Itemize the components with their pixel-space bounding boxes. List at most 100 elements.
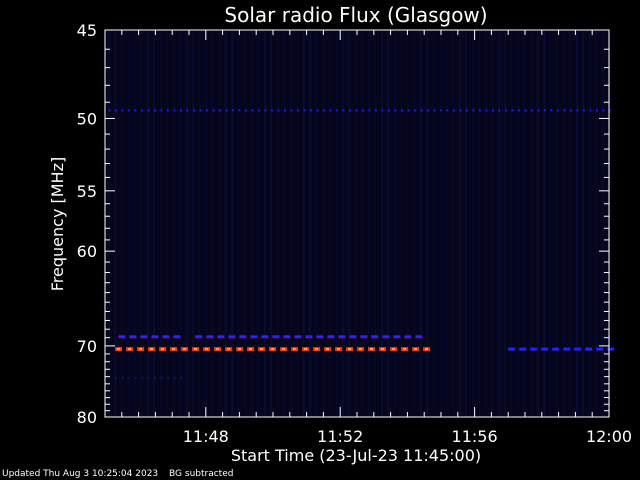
band-segment	[225, 109, 228, 112]
x-tick-label: 11:52	[317, 427, 363, 446]
band-segment	[608, 109, 611, 112]
band-segment	[404, 335, 412, 339]
band-segment	[195, 335, 203, 339]
background-streak	[355, 32, 357, 415]
background-streak	[563, 32, 565, 415]
band-segment	[251, 109, 254, 112]
band-core	[271, 348, 275, 351]
band-segment	[160, 377, 163, 380]
band-segment	[173, 335, 181, 339]
background-streak	[530, 32, 532, 415]
band-segment	[439, 109, 442, 112]
band-segment	[452, 109, 455, 112]
band-segment	[563, 347, 571, 351]
band-segment	[303, 109, 306, 112]
band-segment	[602, 109, 605, 112]
band-core	[304, 348, 308, 351]
band-segment	[596, 347, 604, 351]
band-segment	[192, 109, 195, 112]
band-core	[348, 348, 352, 351]
band-core	[315, 348, 319, 351]
band-segment	[504, 109, 507, 112]
background-streak	[290, 32, 292, 415]
bg-subtracted-note: BG subtracted	[169, 469, 234, 479]
background-streak	[537, 32, 539, 415]
background-streak	[127, 32, 129, 415]
band-segment	[205, 109, 208, 112]
band-segment	[478, 109, 481, 112]
band-segment	[556, 109, 559, 112]
band-segment	[574, 347, 582, 351]
background-streak	[446, 32, 448, 415]
band-segment	[173, 377, 176, 380]
background-streak	[296, 32, 298, 415]
band-segment	[128, 377, 131, 380]
band-segment	[257, 109, 260, 112]
band-segment	[238, 109, 241, 112]
band-segment	[446, 109, 449, 112]
band-segment	[199, 109, 202, 112]
band-segment	[582, 109, 585, 112]
band-segment	[147, 377, 150, 380]
band-core	[139, 348, 143, 351]
background-streak	[511, 32, 513, 415]
band-segment	[228, 335, 236, 339]
y-tick-label: 50	[77, 109, 97, 128]
background-streak	[218, 32, 220, 415]
band-segment	[563, 109, 566, 112]
background-streak	[121, 32, 123, 415]
band-segment	[121, 377, 124, 380]
band-segment	[154, 377, 157, 380]
background-streak	[329, 32, 331, 415]
band-segment	[407, 109, 410, 112]
band-segment	[585, 347, 593, 351]
band-segment	[426, 109, 429, 112]
band-segment	[134, 377, 137, 380]
band-segment	[472, 109, 475, 112]
band-segment	[217, 335, 225, 339]
band-core	[414, 348, 418, 351]
background-streak	[303, 32, 305, 415]
background-streak	[277, 32, 279, 415]
band-segment	[134, 109, 137, 112]
band-segment	[530, 347, 538, 351]
background-streak	[186, 32, 188, 415]
background-streak	[569, 32, 571, 415]
background-streak	[576, 32, 578, 415]
band-segment	[290, 109, 293, 112]
background-streak	[231, 32, 233, 415]
background-streak	[439, 32, 441, 415]
background-streak	[387, 32, 389, 415]
band-segment	[459, 109, 462, 112]
band-segment	[360, 335, 368, 339]
background-streak	[426, 32, 428, 415]
band-segment	[338, 335, 346, 339]
band-segment	[153, 109, 156, 112]
background-streak	[251, 32, 253, 415]
background-streak	[342, 32, 344, 415]
band-segment	[576, 109, 579, 112]
y-tick-label: 70	[77, 337, 97, 356]
band-segment	[114, 109, 117, 112]
band-segment	[127, 109, 130, 112]
band-segment	[140, 109, 143, 112]
band-segment	[552, 347, 560, 351]
background-streak	[309, 32, 311, 415]
background-streak	[108, 32, 110, 415]
band-core	[227, 348, 231, 351]
band-core	[117, 348, 121, 351]
background-streak	[517, 32, 519, 415]
background-streak	[244, 32, 246, 415]
band-segment	[342, 109, 345, 112]
band-segment	[569, 109, 572, 112]
band-segment	[316, 109, 319, 112]
band-core	[249, 348, 253, 351]
band-core	[425, 348, 429, 351]
background-streak	[199, 32, 201, 415]
band-segment	[277, 109, 280, 112]
band-segment	[129, 335, 137, 339]
band-core	[260, 348, 264, 351]
band-segment	[283, 335, 291, 339]
band-segment	[382, 335, 390, 339]
band-core	[403, 348, 407, 351]
